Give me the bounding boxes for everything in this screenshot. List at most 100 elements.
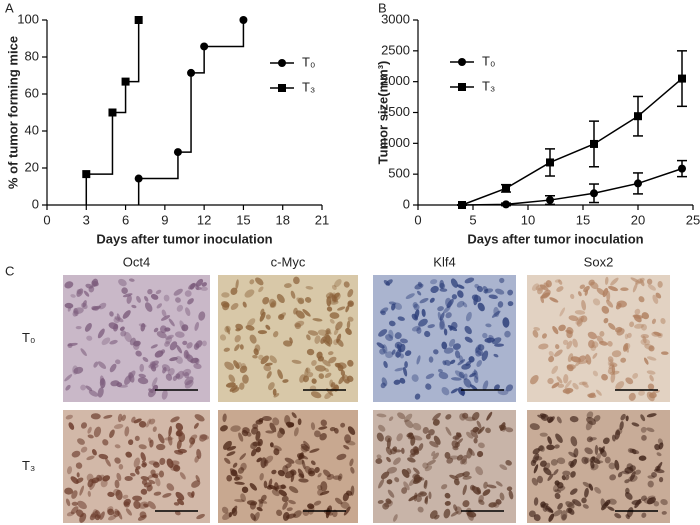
nucleus	[625, 377, 634, 385]
nucleus	[175, 373, 181, 379]
nucleus	[476, 487, 482, 494]
nucleus	[376, 432, 384, 442]
nucleus	[607, 506, 615, 511]
nucleus	[396, 433, 403, 442]
nucleus	[421, 308, 426, 317]
nucleus	[388, 301, 397, 305]
nucleus	[234, 481, 245, 485]
nucleus	[176, 498, 185, 506]
nucleus	[142, 460, 148, 466]
nucleus	[158, 470, 165, 478]
nucleus	[183, 372, 190, 379]
nucleus	[506, 486, 513, 491]
nucleus	[233, 476, 240, 481]
nucleus	[386, 437, 391, 449]
nucleus	[347, 426, 356, 435]
nucleus	[397, 412, 406, 420]
nucleus	[599, 331, 605, 337]
nucleus	[531, 477, 539, 486]
nucleus	[272, 388, 277, 396]
nucleus	[412, 435, 423, 441]
nucleus	[414, 309, 420, 320]
nucleus	[541, 333, 547, 339]
nucleus	[450, 377, 462, 381]
nucleus	[439, 312, 445, 321]
nucleus	[417, 506, 424, 513]
nucleus	[76, 289, 82, 295]
nucleus	[181, 324, 189, 332]
nucleus	[609, 362, 618, 368]
nucleus	[349, 458, 354, 467]
nucleus	[124, 426, 130, 437]
nucleus	[601, 305, 610, 314]
nucleus	[607, 340, 613, 347]
nucleus	[152, 473, 159, 479]
nucleus	[444, 492, 451, 499]
nucleus	[334, 497, 343, 505]
nucleus	[239, 382, 245, 390]
micrograph	[527, 275, 670, 402]
nucleus	[340, 422, 346, 428]
nucleus	[623, 343, 629, 352]
nucleus	[91, 449, 97, 456]
nucleus	[472, 426, 480, 433]
nucleus	[382, 344, 388, 354]
nucleus	[284, 415, 291, 425]
nucleus	[64, 302, 74, 309]
nucleus	[580, 315, 588, 323]
nucleus	[262, 296, 270, 305]
nucleus	[165, 334, 174, 340]
nucleus	[437, 311, 442, 321]
nucleus	[386, 479, 393, 485]
nucleus	[486, 337, 492, 344]
nucleus	[561, 475, 566, 481]
nucleus	[164, 341, 171, 347]
nucleus	[649, 374, 654, 382]
nucleus	[586, 411, 594, 419]
nucleus	[231, 387, 240, 393]
nucleus	[570, 356, 582, 363]
y-tick-label: 0	[403, 196, 410, 211]
nucleus	[230, 425, 241, 432]
nucleus	[615, 302, 622, 310]
nucleus	[385, 446, 393, 456]
nucleus	[655, 292, 662, 299]
nucleus	[165, 336, 173, 345]
legend-marker	[278, 84, 286, 92]
nucleus	[454, 350, 461, 359]
nucleus	[124, 331, 132, 343]
nucleus	[646, 497, 656, 505]
nucleus	[485, 323, 492, 328]
nucleus	[553, 469, 559, 476]
nucleus	[239, 453, 247, 460]
nucleus	[272, 417, 280, 426]
nucleus	[627, 507, 634, 518]
nucleus	[578, 291, 582, 297]
nucleus	[290, 469, 297, 476]
nucleus	[589, 437, 597, 441]
y-tick-label: 80	[25, 48, 39, 63]
nucleus	[416, 290, 422, 296]
nucleus	[219, 334, 227, 341]
nucleus	[380, 382, 386, 389]
nucleus	[141, 479, 148, 485]
nucleus	[640, 414, 646, 422]
nucleus	[310, 391, 322, 399]
nucleus	[394, 477, 400, 483]
nucleus	[457, 290, 464, 298]
nucleus	[488, 334, 494, 340]
nucleus	[152, 426, 157, 432]
nucleus	[185, 307, 191, 317]
nucleus	[572, 338, 578, 348]
nucleus	[139, 511, 147, 519]
nucleus	[107, 508, 115, 516]
nucleus	[628, 392, 636, 401]
nucleus	[465, 311, 472, 322]
nucleus	[547, 436, 552, 445]
nucleus	[187, 298, 194, 305]
nucleus	[610, 277, 619, 286]
nucleus	[537, 287, 543, 295]
nucleus	[616, 328, 625, 336]
nucleus	[113, 423, 124, 429]
nucleus	[588, 392, 596, 398]
